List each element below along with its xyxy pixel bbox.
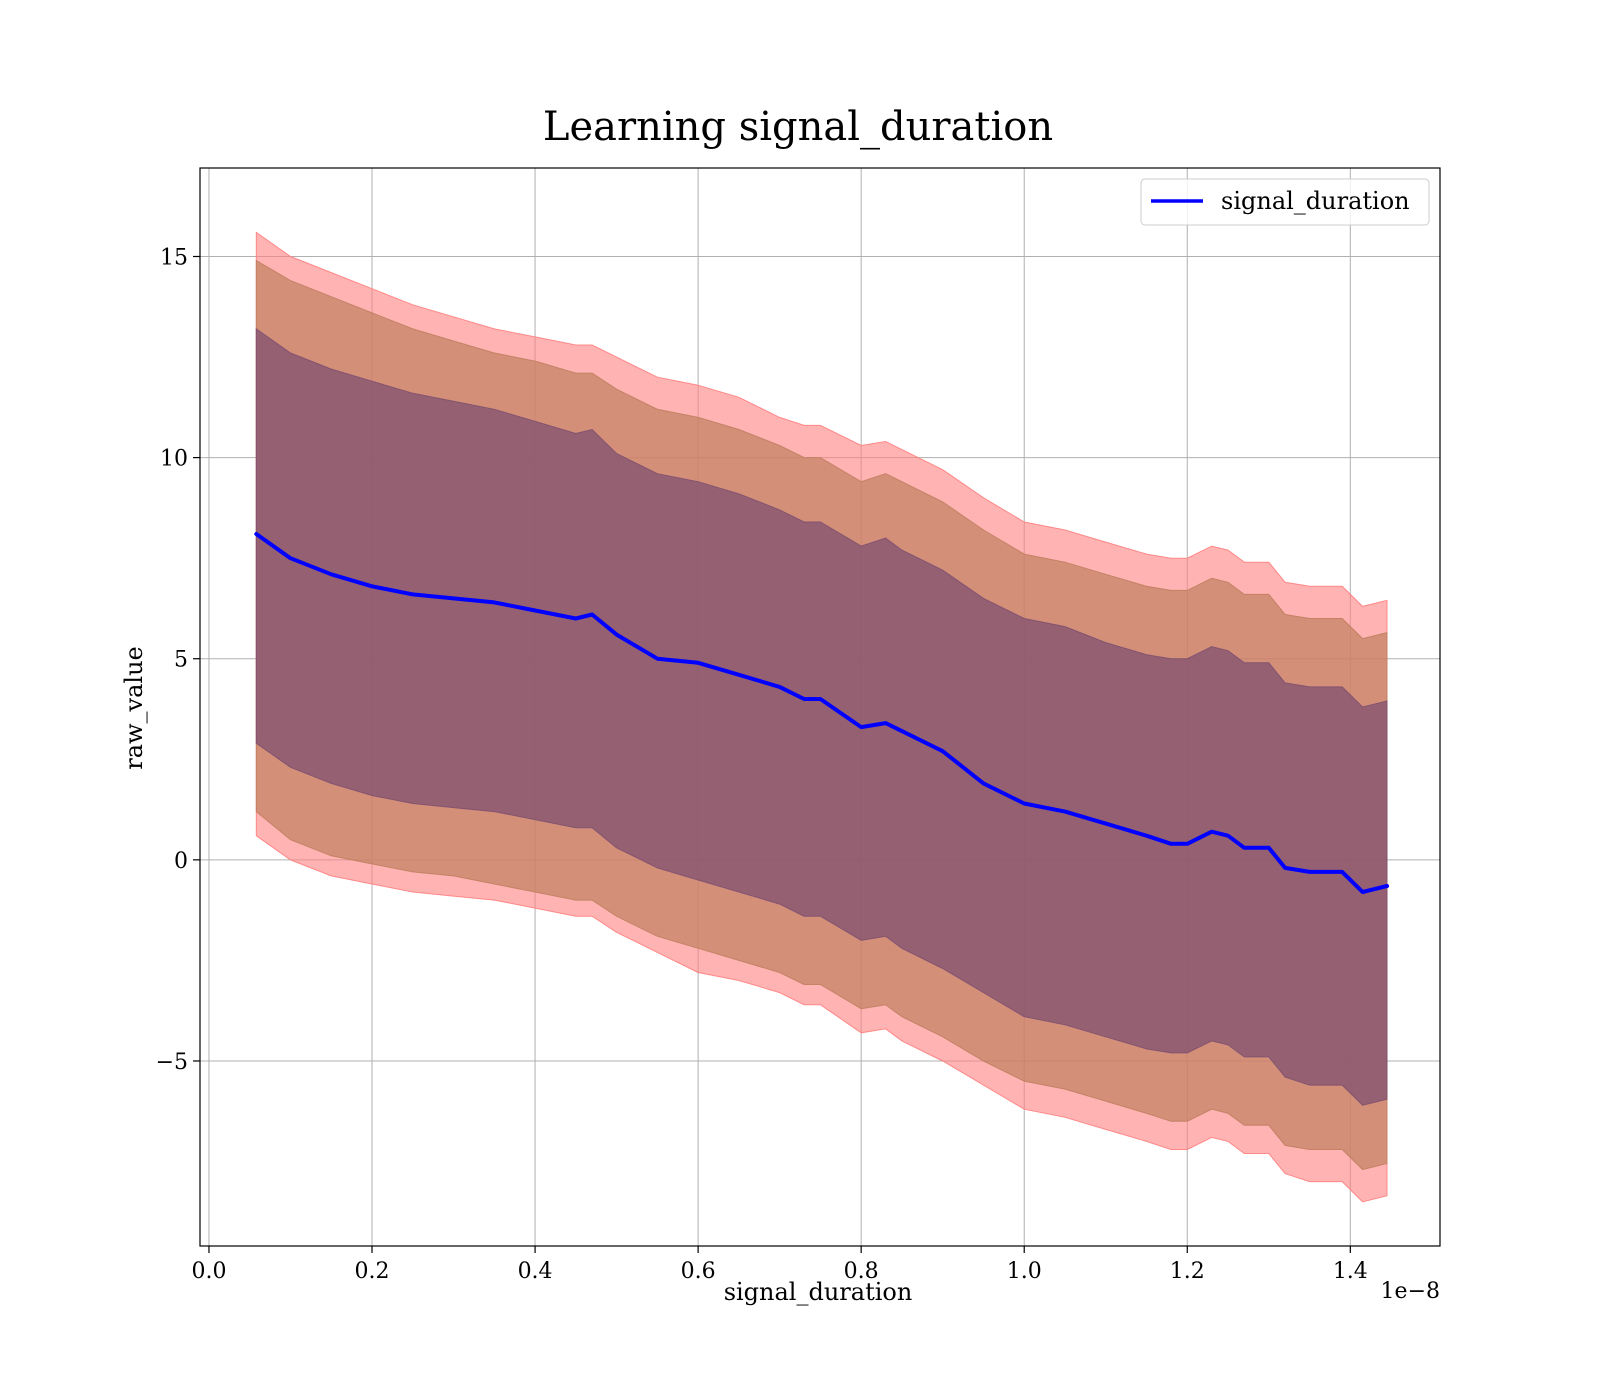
y-axis-ticks: −5 0 5 10 15 [156, 245, 200, 1075]
confidence-bands [255, 231, 1388, 1203]
y-tick-label: 10 [160, 447, 188, 472]
x-axis-ticks: 0.0 0.2 0.4 0.6 0.8 1.0 1.2 1.4 [191, 1246, 1368, 1284]
x-tick-label: 1.4 [1333, 1259, 1368, 1284]
x-tick-label: 0.8 [844, 1259, 879, 1284]
y-axis-label: raw_value [120, 646, 148, 770]
series-lines [254, 532, 1389, 894]
plot-frame [199, 167, 1441, 1247]
legend-box [1140, 178, 1430, 226]
y-tick-label: 15 [160, 245, 188, 270]
series-line-1 [254, 532, 1389, 894]
legend-entry: signal_duration [1221, 187, 1410, 215]
legend: signal_duration [1140, 178, 1430, 226]
x-offset-label: 1e−8 [1381, 1279, 1440, 1304]
chart-title: Learning signal_duration [543, 104, 1053, 150]
x-tick-label: 1.2 [1170, 1259, 1205, 1284]
x-tick-label: 0.0 [191, 1259, 226, 1284]
y-tick-label: −5 [156, 1050, 188, 1075]
x-tick-label: 1.0 [1007, 1259, 1042, 1284]
x-tick-label: 0.6 [681, 1259, 716, 1284]
band-area-3 [255, 327, 1388, 1106]
y-tick-label: 5 [174, 648, 188, 673]
x-tick-label: 0.4 [518, 1259, 553, 1284]
x-axis-label: signal_duration [724, 1278, 913, 1306]
x-tick-label: 0.2 [355, 1259, 390, 1284]
y-tick-label: 0 [174, 849, 188, 874]
